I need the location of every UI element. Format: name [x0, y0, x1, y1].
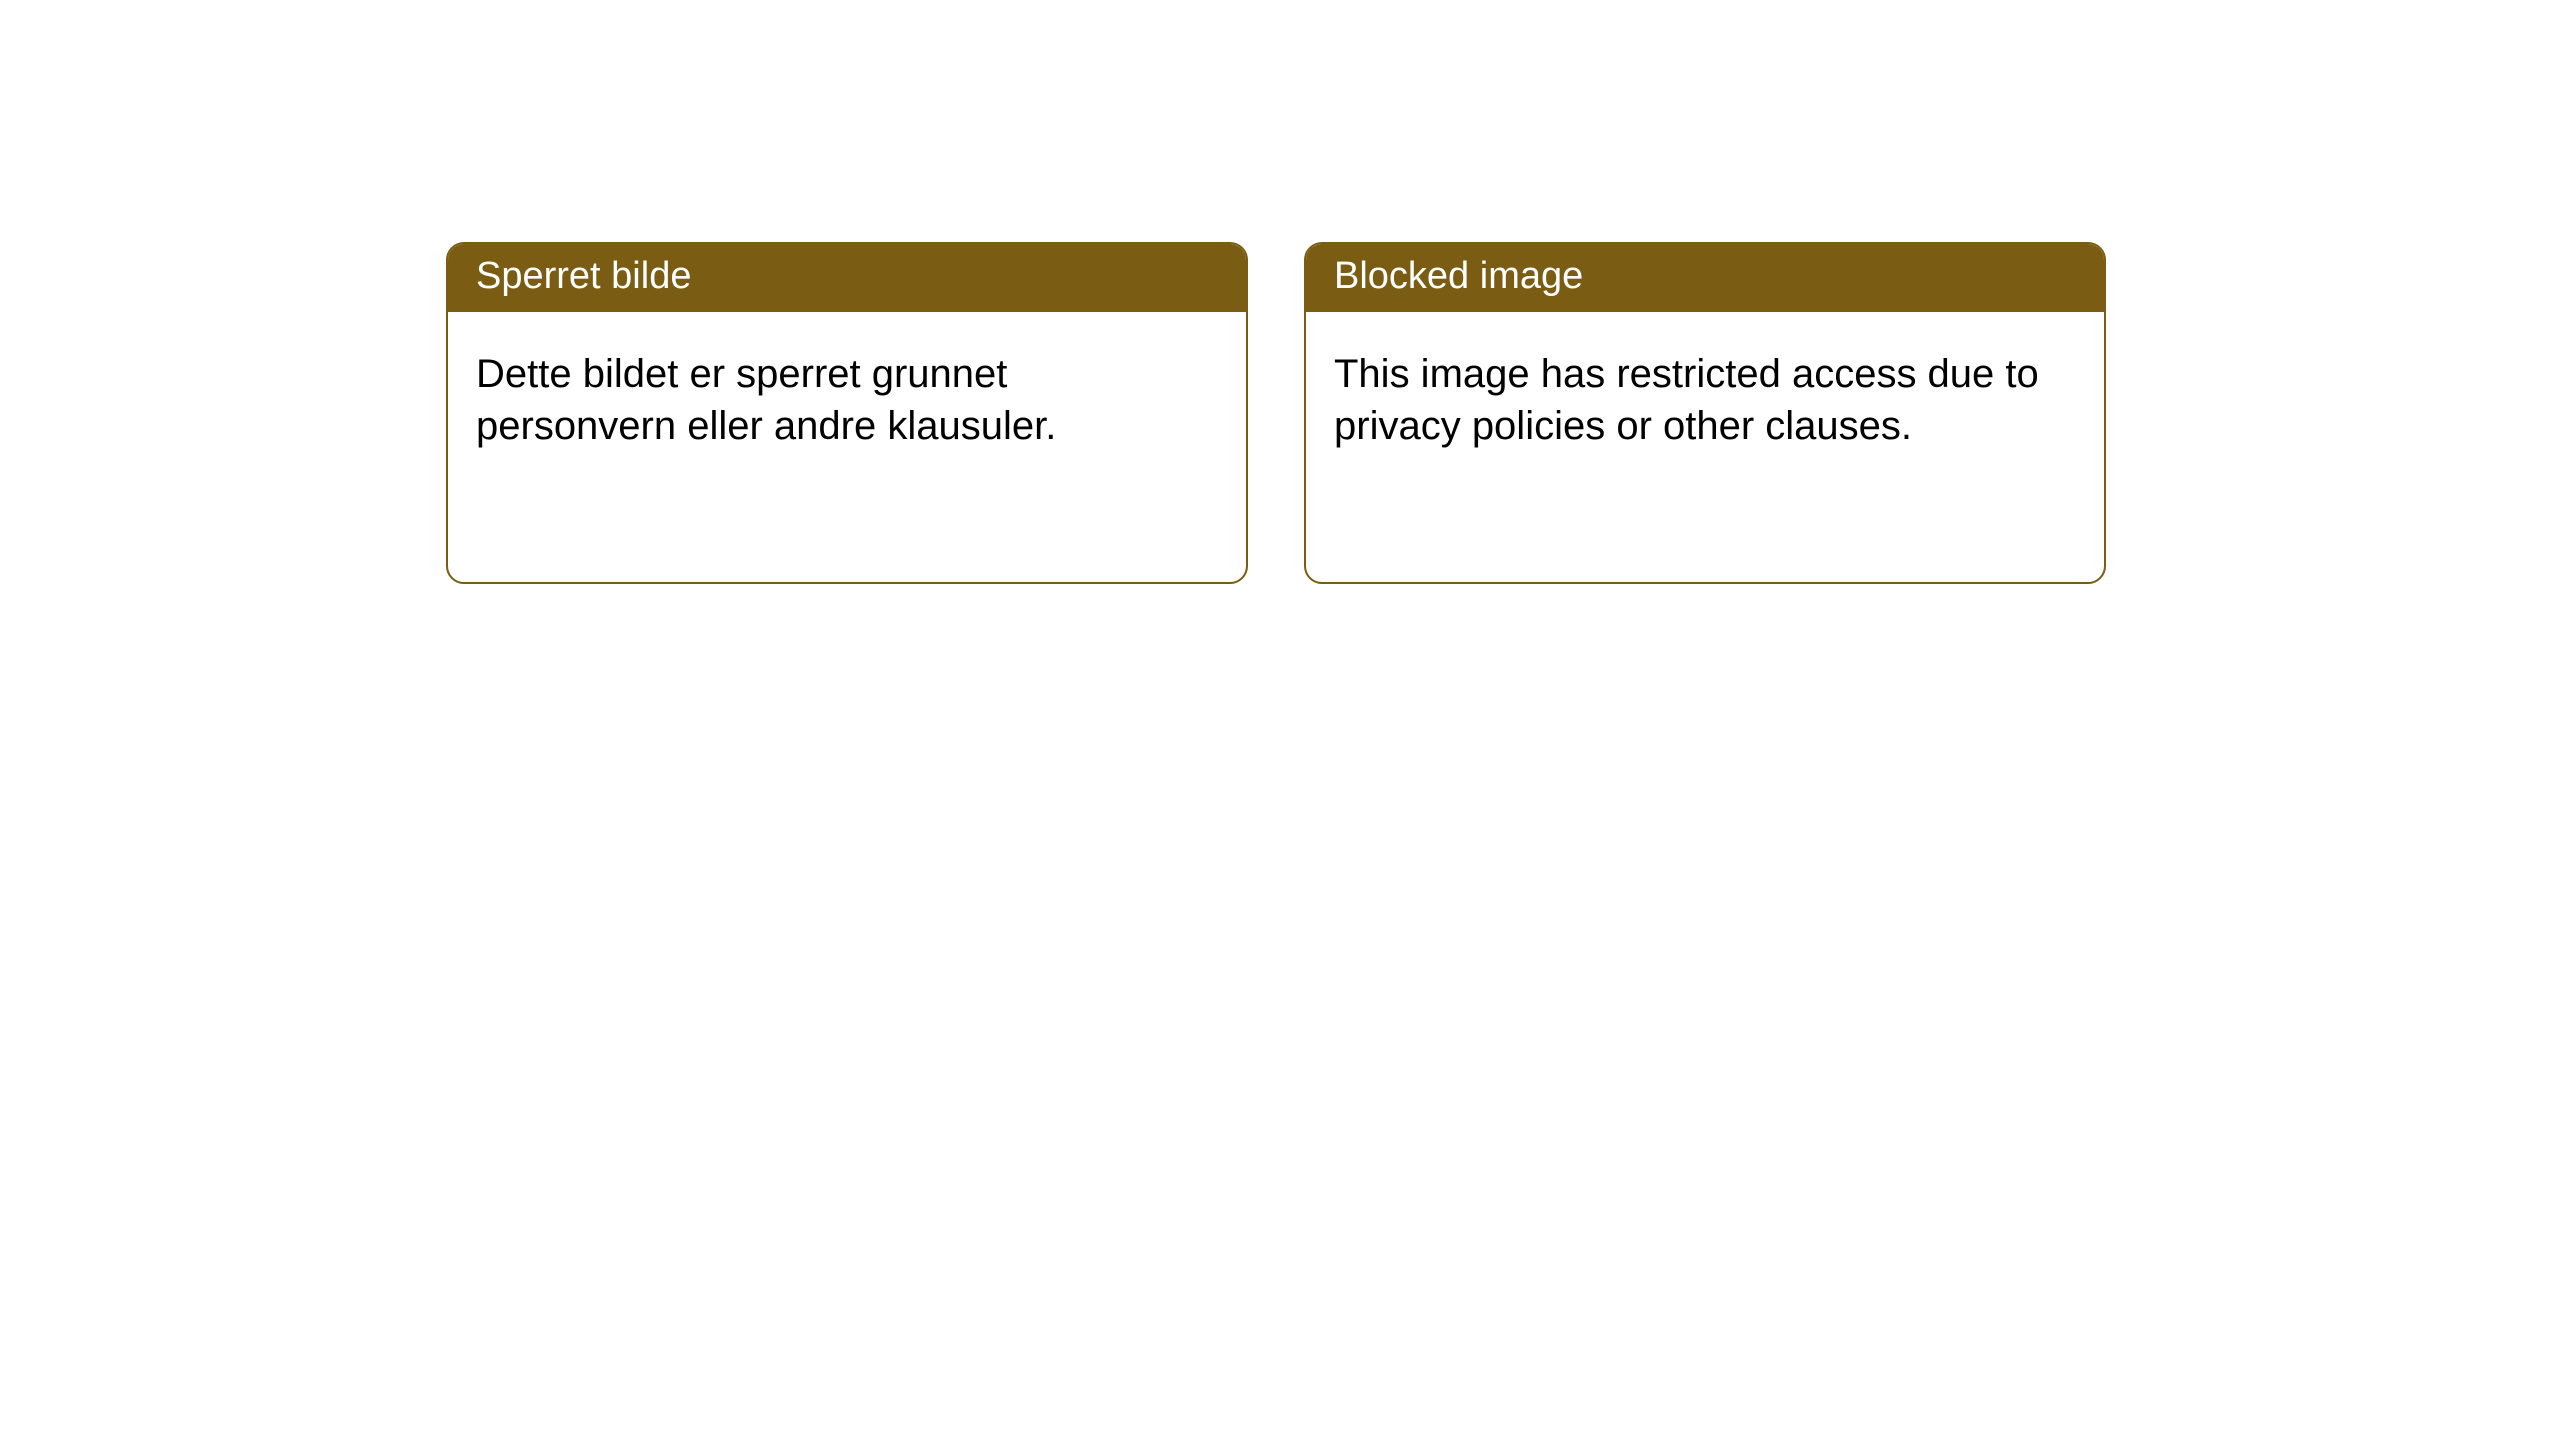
notice-card-body: Dette bildet er sperret grunnet personve… — [448, 312, 1246, 582]
notice-card-english: Blocked image This image has restricted … — [1304, 242, 2106, 584]
notice-cards-container: Sperret bilde Dette bildet er sperret gr… — [446, 242, 2106, 584]
notice-card-norwegian: Sperret bilde Dette bildet er sperret gr… — [446, 242, 1248, 584]
notice-card-title: Blocked image — [1306, 244, 2104, 312]
notice-card-body: This image has restricted access due to … — [1306, 312, 2104, 582]
notice-card-title: Sperret bilde — [448, 244, 1246, 312]
